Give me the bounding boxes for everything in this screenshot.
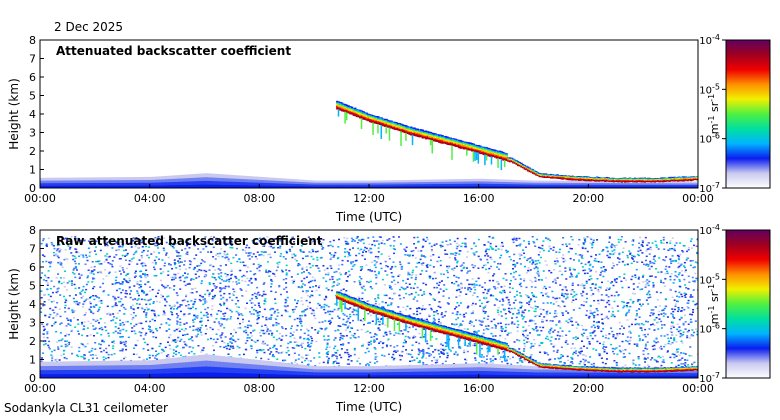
y-axis-label: Height (km) [7,78,21,149]
footer-caption: Sodankyla CL31 ceilometer [4,401,168,415]
y-tick-label: 5 [29,90,36,103]
y-tick-label: 3 [29,127,36,140]
x-tick-label: 16:00 [463,192,495,205]
panel-title: Raw attenuated backscatter coefficient [56,234,323,248]
y-tick-label: 2 [29,145,36,158]
y-tick-label: 3 [29,317,36,330]
y-tick-label: 4 [29,108,36,121]
panel-1: 0 1 2 3 4 5 6 7 8 00:00 04:00 08:00 12:00 16:00 20:00 0… [7,33,771,224]
x-tick-label: 20:00 [572,192,604,205]
colorbar: 10-7 10-6 10-5 10-4 m-1 sr-1 [699,223,771,385]
x-tick-label: 20:00 [572,382,604,395]
y-tick-label: 8 [29,224,36,237]
x-tick-label: 12:00 [353,192,385,205]
x-tick-label: 04:00 [134,382,166,395]
colorbar-gradient [725,229,771,379]
y-tick-label: 8 [29,34,36,47]
panel-title: Attenuated backscatter coefficient [56,44,291,58]
colorbar-gradient [725,39,771,189]
colorbar-unit-label: m-1 sr-1 [707,94,721,134]
x-tick-label: 00:00 [24,382,56,395]
backscatter-field [40,235,698,378]
x-tick-label: 00:00 [682,192,714,205]
panel-2: 0 1 2 3 4 5 6 7 8 00:00 04:00 08:00 12:00 16:00 20:00 0… [7,223,771,414]
y-tick-label: 5 [29,280,36,293]
x-axis-label: Time (UTC) [335,400,402,414]
colorbar-unit-label: m-1 sr-1 [707,284,721,324]
colorbar-tick-label: 10-7 [699,371,720,385]
x-tick-label: 00:00 [682,382,714,395]
x-tick-label: 00:00 [24,192,56,205]
y-tick-label: 6 [29,71,36,84]
colorbar-tick-label: 10-4 [699,223,720,237]
y-tick-label: 4 [29,298,36,311]
y-tick-label: 0 [29,182,36,195]
y-tick-label: 0 [29,372,36,385]
x-tick-label: 12:00 [353,382,385,395]
x-tick-label: 16:00 [463,382,495,395]
y-tick-label: 7 [29,243,36,256]
y-tick-label: 2 [29,335,36,348]
x-tick-label: 08:00 [243,192,275,205]
y-tick-label: 7 [29,53,36,66]
colorbar-tick-label: 10-6 [699,322,720,336]
colorbar-tick-label: 10-5 [699,82,720,96]
colorbar: 10-7 10-6 10-5 10-4 m-1 sr-1 [699,33,771,195]
y-tick-label: 1 [29,354,36,367]
colorbar-tick-label: 10-5 [699,272,720,286]
y-axis-label: Height (km) [7,268,21,339]
colorbar-tick-label: 10-7 [699,181,720,195]
x-axis-label: Time (UTC) [335,210,402,224]
date-label: 2 Dec 2025 [54,20,124,34]
y-tick-label: 1 [29,164,36,177]
backscatter-field [40,100,698,188]
colorbar-tick-label: 10-4 [699,33,720,47]
colorbar-tick-label: 10-6 [699,132,720,146]
x-tick-label: 08:00 [243,382,275,395]
x-tick-label: 04:00 [134,192,166,205]
y-tick-label: 6 [29,261,36,274]
